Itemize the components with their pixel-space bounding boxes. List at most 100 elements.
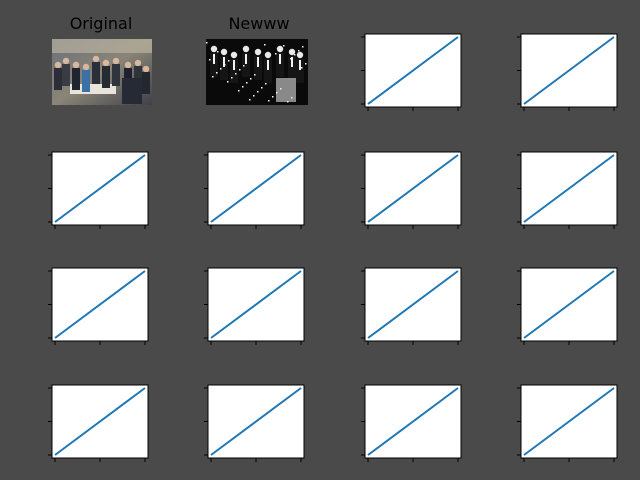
photo-person-head — [210, 45, 218, 53]
photo-person-body — [142, 72, 150, 94]
photo-person-body — [220, 56, 228, 80]
photo-person-body — [82, 70, 90, 92]
photo-person-head — [142, 65, 150, 73]
photo-speckle — [209, 59, 211, 61]
series-line — [367, 387, 459, 456]
subplot-11 — [361, 267, 462, 345]
subplot-14 — [204, 384, 305, 462]
series-line — [523, 36, 615, 105]
photo-shirt — [279, 54, 281, 64]
photo-seated-person — [122, 78, 142, 104]
photo-speckle — [242, 86, 244, 88]
photo-person-head — [264, 51, 272, 59]
photo-person-head — [288, 48, 296, 56]
photo-person-body — [288, 56, 296, 80]
photo-speckle — [294, 54, 296, 56]
photo-speckle — [239, 69, 241, 71]
photo-speckle — [220, 68, 222, 70]
series-line — [54, 387, 146, 456]
photo-person-head — [242, 45, 250, 53]
photo-shirt — [233, 60, 235, 70]
photo-person-body — [62, 64, 70, 86]
photo-person-body — [72, 68, 80, 90]
photo-speckle — [227, 81, 229, 83]
series-line — [367, 36, 459, 105]
photo-speckle — [217, 51, 219, 53]
photo-person-head — [54, 61, 62, 69]
subplot-1: Original — [52, 14, 152, 105]
photo-shirt — [299, 60, 301, 70]
photo-speckle — [224, 64, 226, 66]
photo-person-head — [72, 61, 80, 69]
photo-speckle — [272, 96, 274, 98]
photo-speckle — [212, 76, 214, 78]
photo-speckle — [257, 91, 259, 93]
photo-person-head — [112, 57, 120, 65]
photo-person-head — [134, 59, 142, 67]
photo-person-body — [242, 53, 250, 77]
photo-person-head — [92, 55, 100, 63]
photo-window-light — [52, 39, 152, 53]
subplot-4 — [517, 33, 618, 111]
series-line — [523, 387, 615, 456]
subplot-3 — [361, 33, 462, 111]
subplot-grid: Original Newww — [48, 14, 618, 462]
series-line — [210, 270, 302, 339]
photo-shirt — [245, 54, 247, 64]
subplot-13 — [48, 384, 149, 462]
photo-speckle — [302, 46, 304, 48]
photo-person-head — [230, 51, 238, 59]
photo-person-body — [92, 62, 100, 84]
photo-person-head — [82, 63, 90, 71]
subplot-9 — [48, 267, 149, 345]
subplot-10 — [204, 267, 305, 345]
photo-person-body — [230, 59, 238, 83]
photo-person-body — [134, 66, 142, 88]
photo-table — [70, 84, 116, 94]
photo-speckle — [261, 87, 263, 89]
photo-shirt — [291, 57, 293, 67]
photo-shirt — [257, 57, 259, 67]
subplot-2: Newww — [206, 14, 308, 105]
series-line — [523, 154, 615, 223]
photo-person-head — [220, 48, 228, 56]
photo-shirt — [213, 54, 215, 64]
photo-speckle — [231, 77, 233, 79]
photo-person-head — [102, 59, 110, 67]
photo-speckle — [238, 90, 240, 92]
photo-speckle — [250, 78, 252, 80]
series-line — [367, 154, 459, 223]
series-line — [54, 154, 146, 223]
series-line — [523, 270, 615, 339]
photo-speckle — [206, 42, 208, 44]
series-line — [54, 270, 146, 339]
subplot-12 — [517, 267, 618, 345]
photo-speckle — [213, 55, 215, 57]
photo-speckle — [298, 50, 300, 52]
photo-speckle — [283, 45, 285, 47]
subplot-6 — [204, 151, 305, 229]
subplot-5 — [48, 151, 149, 229]
subplot-title: Original — [70, 14, 133, 33]
photo-speckle — [246, 82, 248, 84]
series-line — [367, 270, 459, 339]
photo-person-body — [112, 64, 120, 86]
photo-person-body — [276, 53, 284, 77]
subplot-title: Newww — [228, 14, 289, 33]
photo-seated-person — [276, 78, 296, 102]
photo-speckle — [235, 73, 237, 75]
subplot-7 — [361, 151, 462, 229]
photo-speckle — [228, 60, 230, 62]
photo-person-head — [124, 61, 132, 69]
photo-person-body — [296, 59, 304, 83]
series-line — [210, 387, 302, 456]
photo-person-body — [264, 59, 272, 83]
subplot-8 — [517, 151, 618, 229]
photo-speckle — [254, 74, 256, 76]
subplot-16 — [517, 384, 618, 462]
photo-speckle — [264, 44, 266, 46]
photo-speckle — [253, 95, 255, 97]
photo-person-head — [62, 57, 70, 65]
photo-person-head — [254, 48, 262, 56]
